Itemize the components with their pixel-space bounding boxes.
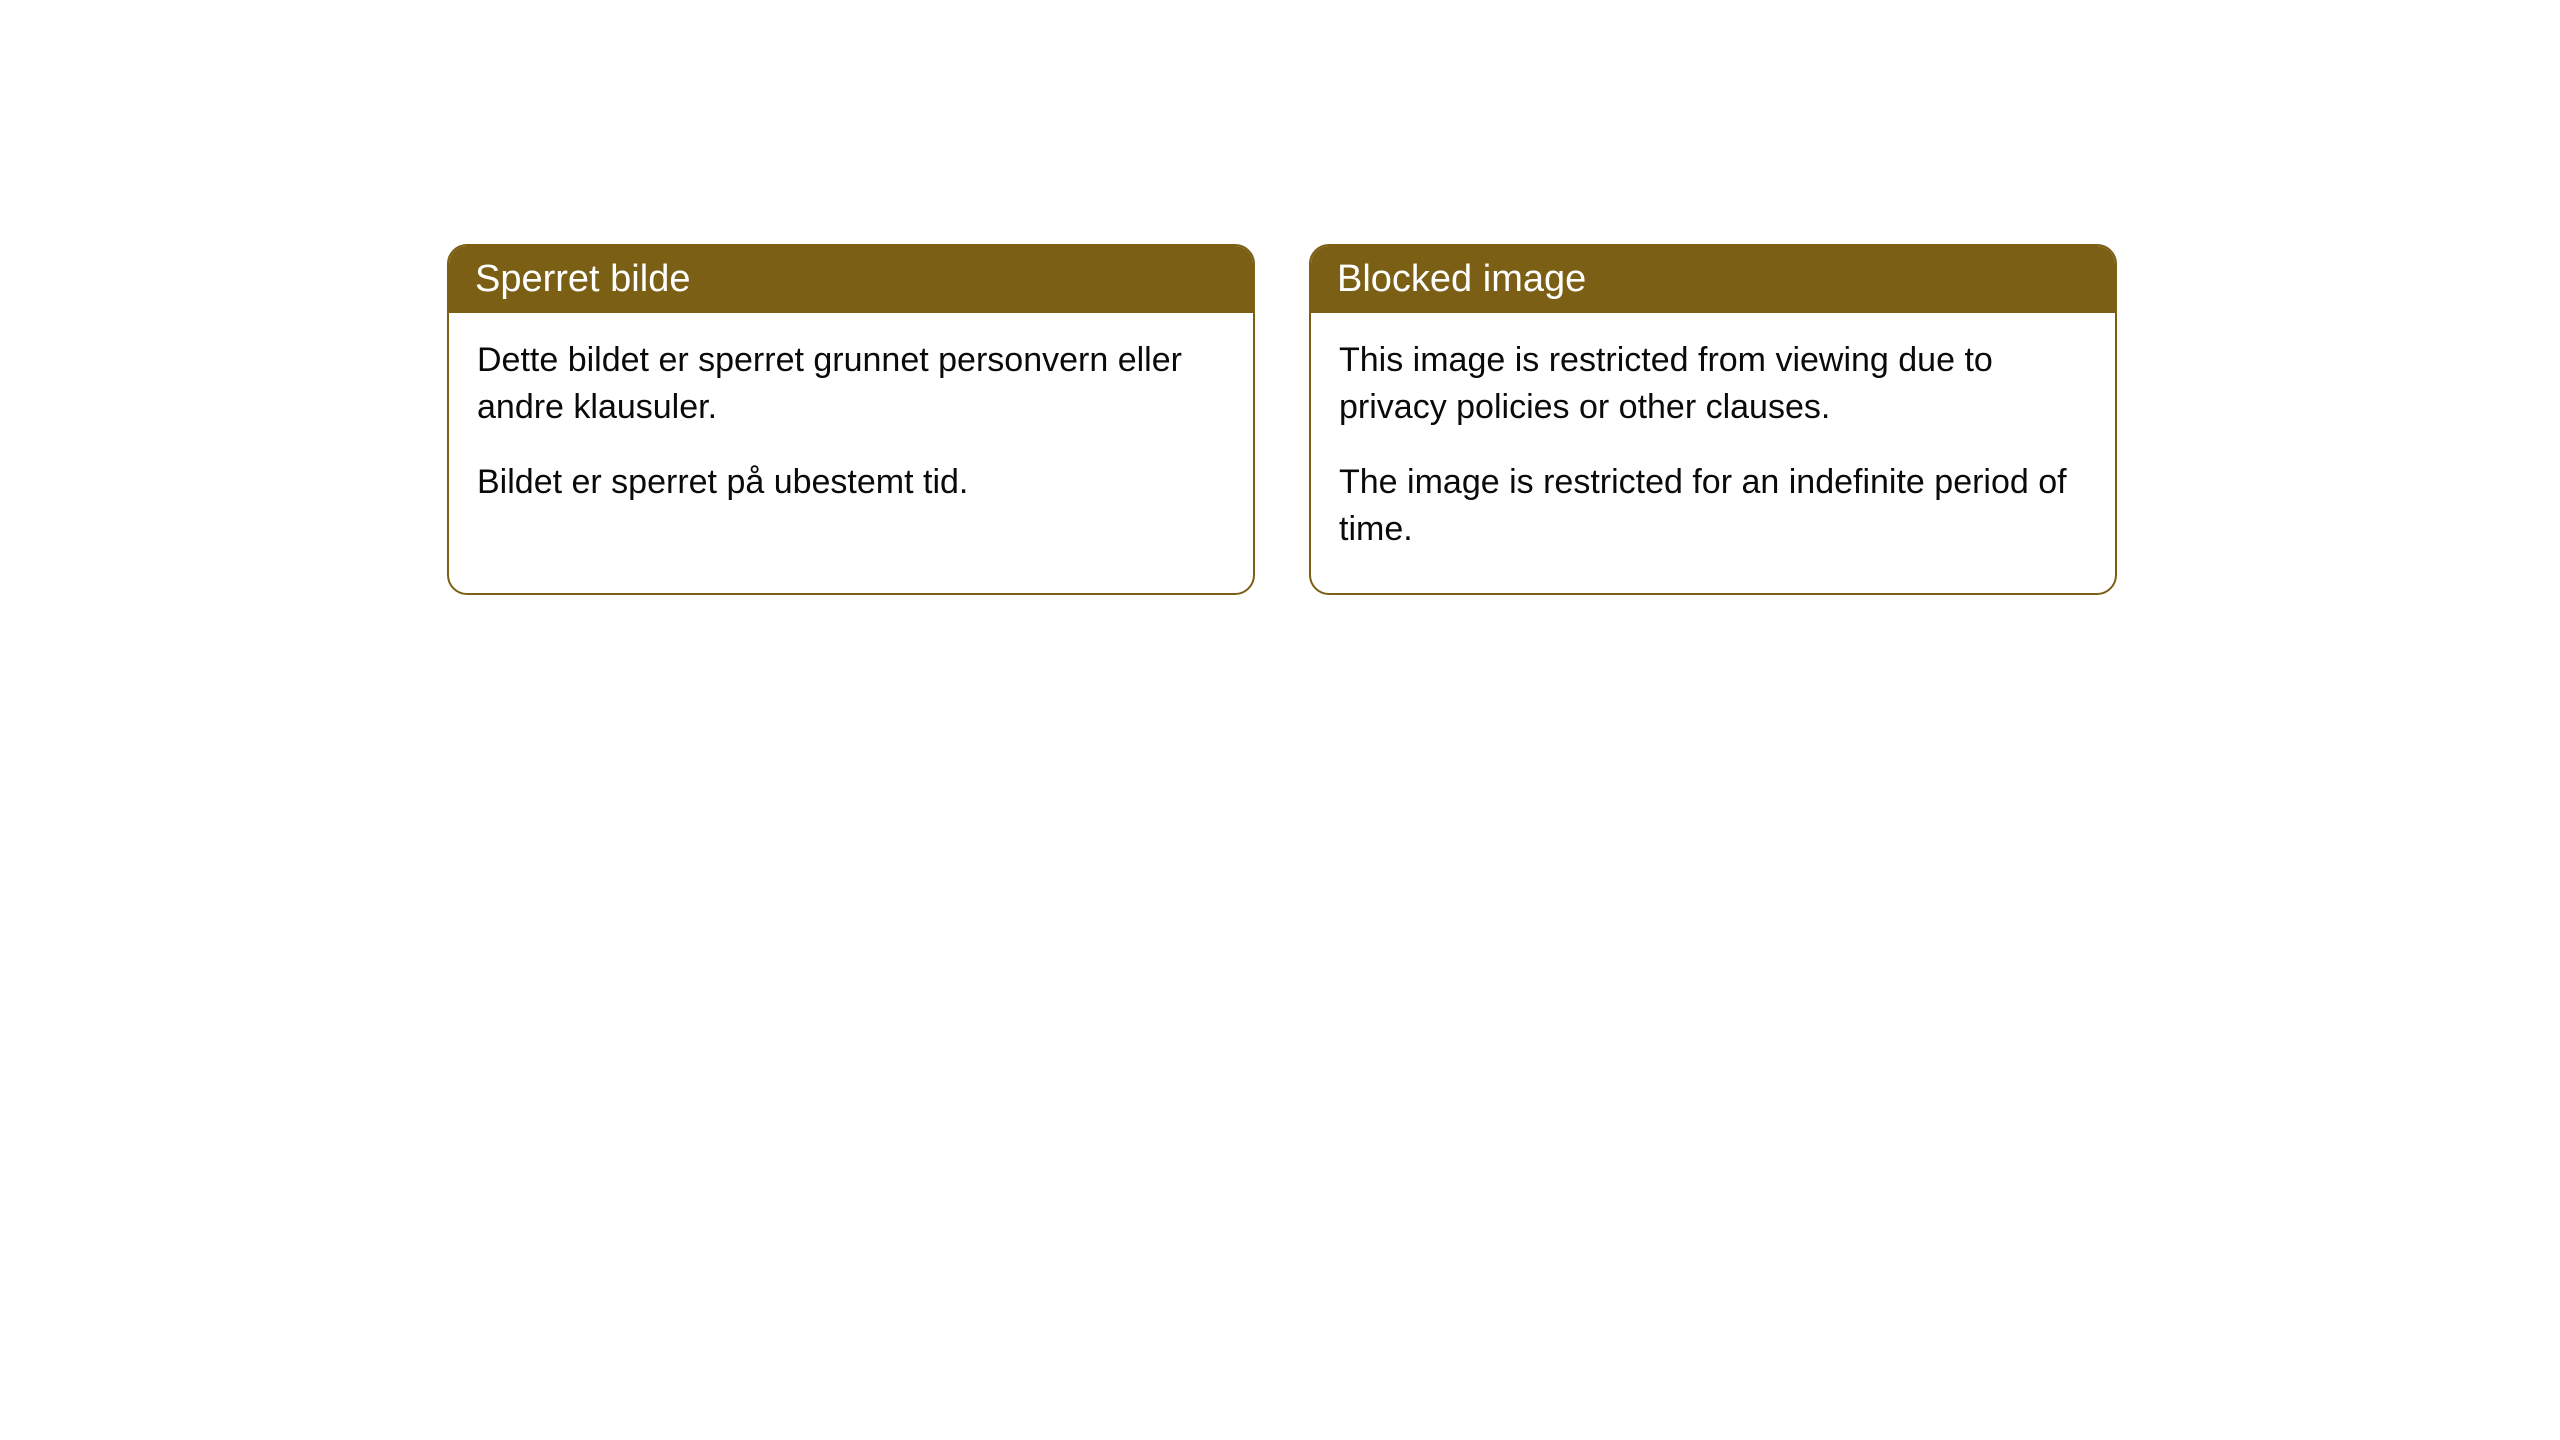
card-paragraph: Bildet er sperret på ubestemt tid. [477, 459, 1225, 506]
notice-cards-container: Sperret bilde Dette bildet er sperret gr… [447, 244, 2117, 595]
card-paragraph: This image is restricted from viewing du… [1339, 337, 2087, 431]
card-header: Sperret bilde [449, 246, 1253, 313]
card-body: This image is restricted from viewing du… [1311, 313, 2115, 593]
card-body: Dette bildet er sperret grunnet personve… [449, 313, 1253, 546]
card-paragraph: Dette bildet er sperret grunnet personve… [477, 337, 1225, 431]
notice-card-norwegian: Sperret bilde Dette bildet er sperret gr… [447, 244, 1255, 595]
card-paragraph: The image is restricted for an indefinit… [1339, 459, 2087, 553]
card-header: Blocked image [1311, 246, 2115, 313]
card-title: Sperret bilde [475, 258, 690, 300]
notice-card-english: Blocked image This image is restricted f… [1309, 244, 2117, 595]
card-title: Blocked image [1337, 258, 1586, 300]
